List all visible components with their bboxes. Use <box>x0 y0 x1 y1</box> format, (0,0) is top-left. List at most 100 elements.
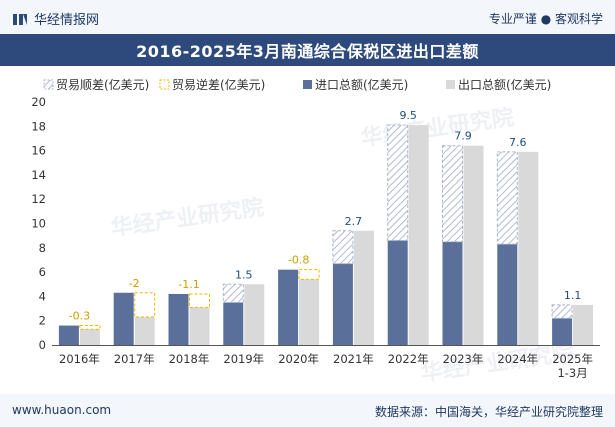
x-tick-line: 2023年 <box>443 352 484 366</box>
legend-swatch <box>43 79 54 90</box>
balance-label: -0.8 <box>288 254 309 267</box>
website-link[interactable]: www.huaon.com <box>12 403 112 417</box>
bar-group: -1.1 <box>168 278 210 345</box>
bar-group: 2.7 <box>332 215 374 345</box>
surplus-bar <box>496 151 518 245</box>
x-tick-line: 1-3月 <box>557 366 587 380</box>
deficit-bar <box>189 293 210 308</box>
x-tick-line: 2016年 <box>59 352 100 366</box>
deficit-bar <box>134 292 156 318</box>
bar-group: 7.6 <box>496 136 539 345</box>
chart-title: 2016-2025年3月南通综合保税区进出口差额 <box>136 42 479 61</box>
x-tick-label: 2020年 <box>278 352 319 366</box>
export-bar <box>518 151 539 345</box>
legend-item-import: 进口总额(亿美元) <box>303 77 408 92</box>
x-tick-label: 2024年 <box>497 352 538 366</box>
tagline: 专业严谨 ● 客观科学 <box>488 12 603 26</box>
legend-label: 贸易逆差(亿美元) <box>172 77 265 92</box>
export-bar <box>353 230 374 345</box>
brand-name: 华经情报网 <box>34 13 100 28</box>
deficit-bar <box>298 269 320 280</box>
import-bar <box>58 325 79 345</box>
x-tick-line: 2020年 <box>278 352 319 366</box>
bar-group: -0.3 <box>58 310 101 345</box>
balance-label: 7.9 <box>454 130 472 143</box>
balance-label: 9.5 <box>399 109 417 122</box>
legend-item-surplus: 贸易顺差(亿美元) <box>43 77 149 92</box>
x-tick-label: 2021年 <box>333 352 374 366</box>
y-tick-label: 4 <box>39 289 46 303</box>
chart: 贸易顺差(亿美元) 贸易逆差(亿美元) 进口总额(亿美元) 出口总额(亿美元) 0 2 4… <box>31 77 600 380</box>
balance-label: 1.5 <box>235 268 253 281</box>
export-bar <box>573 304 594 345</box>
logo-icon <box>13 13 27 25</box>
y-tick-label: 14 <box>31 168 46 182</box>
y-tick-label: 16 <box>31 144 46 158</box>
y-tick-label: 6 <box>39 265 46 279</box>
legend-item-deficit: 贸易逆差(亿美元) <box>159 77 265 92</box>
top-bar: 华经情报网 专业严谨 ● 客观科学 <box>0 0 615 34</box>
legend-label: 进口总额(亿美元) <box>315 77 408 92</box>
import-bar <box>113 292 134 345</box>
import-bar <box>168 293 189 345</box>
import-bar <box>442 241 463 345</box>
surplus-bar <box>442 145 463 243</box>
surplus-bar <box>332 230 354 265</box>
legend-item-export: 出口总额(亿美元) <box>446 77 551 92</box>
x-tick-line: 2019年 <box>223 352 264 366</box>
deficit-bar <box>79 325 101 330</box>
x-tick-line: 2017年 <box>114 352 155 366</box>
import-bar <box>497 244 518 345</box>
legend-swatch <box>446 80 455 89</box>
balance-label: 7.6 <box>509 136 527 149</box>
y-tick-label: 20 <box>31 95 46 109</box>
export-bar <box>189 307 210 345</box>
footer: www.huaon.com 数据来源：中国海关，华经产业研究院整理 <box>0 394 615 427</box>
export-bar <box>408 125 429 346</box>
import-bar <box>387 240 408 345</box>
y-tick-label: 12 <box>31 192 46 206</box>
balance-label: 1.1 <box>564 289 582 302</box>
y-axis: 0 2 4 6 8 10 12 14 16 18 20 <box>31 95 46 352</box>
brand[interactable]: 华经情报网 <box>12 9 99 28</box>
surplus-bar <box>387 124 409 242</box>
x-tick-line: 2024年 <box>497 352 538 366</box>
x-tick-label: 2018年 <box>169 352 210 366</box>
title-bar: 2016-2025年3月南通综合保税区进出口差额 <box>0 34 615 66</box>
export-bar <box>79 329 100 345</box>
legend-swatch <box>303 80 312 89</box>
import-bar <box>278 269 299 345</box>
export-bar <box>134 317 155 345</box>
surplus-bar <box>222 283 244 303</box>
y-tick-label: 0 <box>39 338 46 352</box>
x-tick-line: 2022年 <box>388 352 429 366</box>
import-bar <box>223 302 244 345</box>
legend-label: 出口总额(亿美元) <box>458 77 551 92</box>
import-bar <box>332 263 353 345</box>
y-tick-label: 10 <box>31 217 46 231</box>
bar-group: 1.5 <box>222 268 265 345</box>
bar-group: 1.1 <box>551 289 594 345</box>
bar-group: 9.5 <box>387 109 429 346</box>
x-tick-label: 2023年 <box>443 352 484 366</box>
balance-label: -1.1 <box>178 278 199 291</box>
x-tick-label: 2019年 <box>223 352 264 366</box>
export-bar <box>299 279 320 345</box>
balance-label: -0.3 <box>69 310 90 323</box>
x-tick-label: 2016年 <box>59 352 100 366</box>
bar-group: -0.8 <box>278 254 320 345</box>
data-source: 数据来源：中国海关，华经产业研究院整理 <box>374 405 603 419</box>
legend: 贸易顺差(亿美元) 贸易逆差(亿美元) 进口总额(亿美元) 出口总额(亿美元) <box>43 77 551 92</box>
x-axis: 2016年 2017年 2018年 2019年 2020年 2021年 2022年 2023年… <box>52 345 600 380</box>
y-tick-label: 2 <box>39 314 46 328</box>
x-tick-label: 2025年 1-3月 <box>552 352 593 380</box>
x-tick-label: 2017年 <box>114 352 155 366</box>
legend-swatch <box>159 79 170 90</box>
x-tick-label: 2022年 <box>388 352 429 366</box>
y-tick-label: 8 <box>39 241 46 255</box>
export-bar <box>244 284 265 345</box>
export-bar <box>463 145 484 345</box>
balance-label: -2 <box>129 277 140 290</box>
x-tick-line: 2018年 <box>169 352 210 366</box>
bar-group: -2 <box>113 277 156 345</box>
